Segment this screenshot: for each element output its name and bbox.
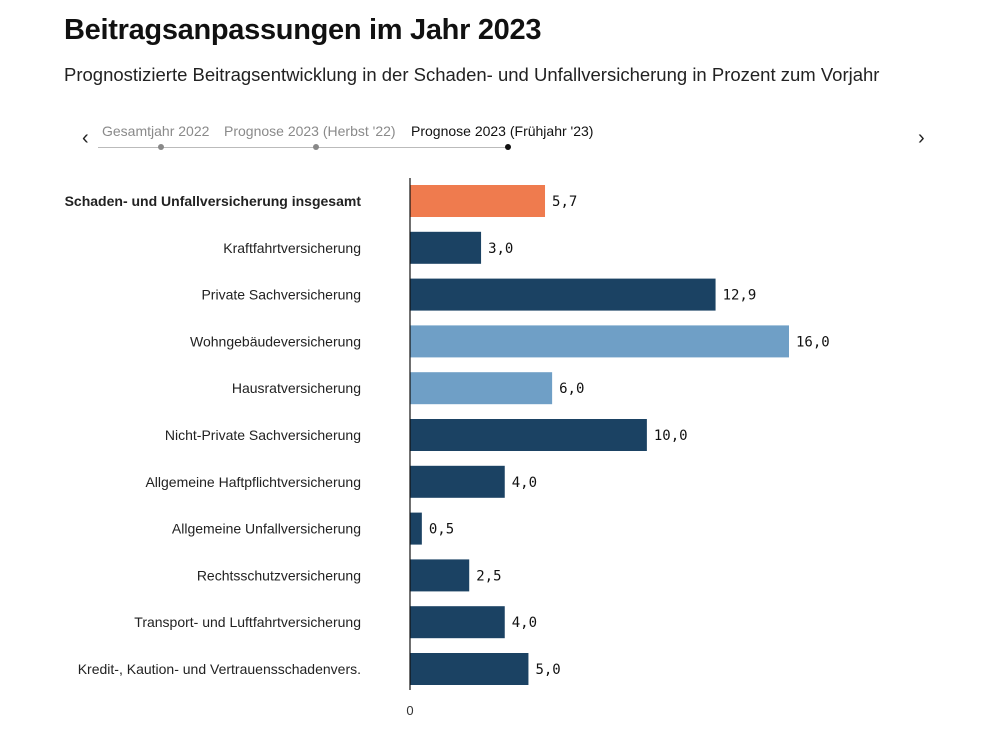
category-label: Nicht-Private Sachversicherung (165, 427, 361, 443)
category-label: Rechtsschutzversicherung (197, 567, 361, 583)
chart-subtitle: Prognostizierte Beitragsentwicklung in d… (64, 64, 880, 85)
value-label: 16,0 (796, 334, 830, 350)
timeline-step-prognose-herbst[interactable]: Prognose 2023 (Herbst '22) (224, 123, 396, 139)
category-label: Allgemeine Unfallversicherung (172, 521, 361, 537)
category-label: Wohngebäudeversicherung (190, 333, 361, 349)
timeline-step-prognose-fruehjahr[interactable]: Prognose 2023 (Frühjahr '23) (411, 123, 594, 139)
value-label: 6,0 (559, 381, 584, 397)
value-label: 5,0 (535, 662, 560, 678)
bar (410, 419, 647, 451)
bar (410, 512, 422, 545)
value-label: 0,5 (429, 522, 454, 538)
category-label: Allgemeine Haftpflichtversicherung (145, 474, 361, 490)
category-label: Transport- und Luftfahrtversicherung (134, 614, 361, 630)
value-label: 10,0 (654, 428, 688, 444)
bar (410, 231, 482, 264)
category-label: Schaden- und Unfallversicherung insgesam… (65, 193, 362, 209)
timeline-step-gesamtjahr-2022[interactable]: Gesamtjahr 2022 (102, 123, 210, 139)
bar (410, 372, 553, 405)
category-label: Hausratversicherung (232, 380, 361, 396)
previous-arrow-icon[interactable]: ‹ (82, 127, 89, 149)
timeline-selector: Gesamtjahr 2022 Prognose 2023 (Herbst '2… (98, 118, 593, 158)
timeline-dot-prognose-herbst[interactable] (313, 144, 319, 150)
value-label: 2,5 (476, 568, 501, 584)
bar (410, 606, 505, 639)
bar (410, 559, 470, 592)
timeline-dot-prognose-fruehjahr[interactable] (505, 144, 511, 150)
category-label: Kraftfahrtversicherung (223, 240, 361, 256)
timeline-dot-gesamtjahr-2022[interactable] (158, 144, 164, 150)
category-label: Kredit-, Kaution- und Vertrauensschadenv… (78, 661, 361, 677)
bar (410, 653, 529, 685)
bar (410, 185, 546, 217)
value-label: 5,7 (552, 194, 577, 210)
category-label: Private Sachversicherung (201, 287, 361, 303)
bar (410, 278, 716, 311)
chart-title: Beitragsanpassungen im Jahr 2023 (64, 14, 542, 46)
timeline-track (98, 147, 508, 148)
bar (410, 465, 505, 498)
value-label: 3,0 (488, 241, 513, 257)
value-label: 4,0 (512, 475, 537, 491)
next-arrow-icon[interactable]: › (918, 127, 925, 149)
x-tick-label: 0 (406, 703, 413, 718)
value-label: 4,0 (512, 615, 537, 631)
bar (410, 325, 789, 358)
value-label: 12,9 (723, 288, 757, 304)
